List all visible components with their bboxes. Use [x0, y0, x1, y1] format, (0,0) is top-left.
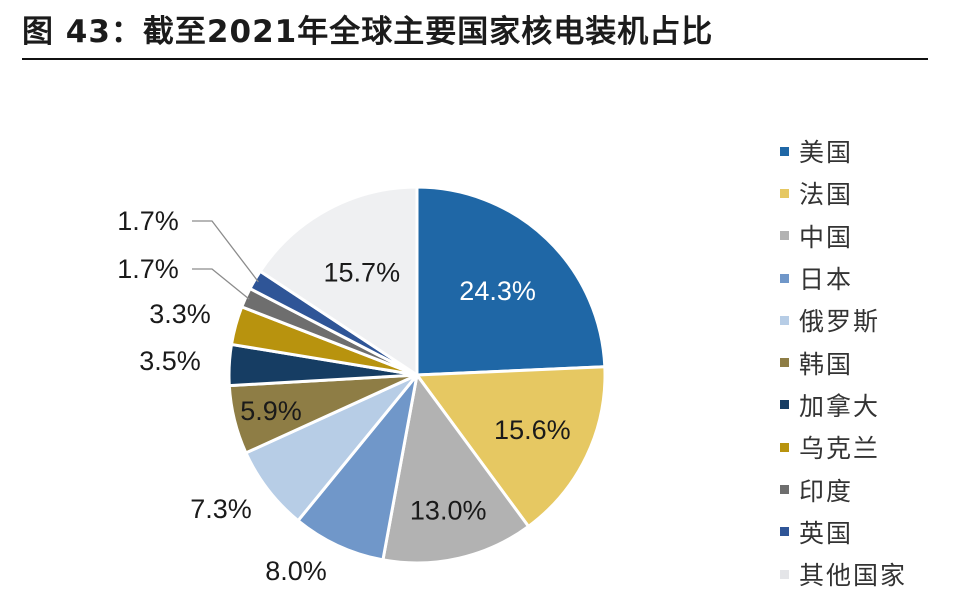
slice-label-11: 15.7% — [324, 257, 401, 287]
leader-line-9 — [192, 268, 250, 300]
pie-slice-4 — [296, 373, 419, 562]
legend-label: 法国 — [799, 180, 854, 210]
legend-label: 日本 — [799, 265, 854, 295]
slice-label-3: 13.0% — [410, 496, 487, 526]
legend-item-8: 乌克兰 — [780, 426, 950, 468]
pie-slice-11 — [258, 185, 419, 377]
legend-item-4: 日本 — [780, 257, 950, 299]
slice-label-7: 3.5% — [139, 346, 201, 376]
legend-swatch — [780, 442, 789, 452]
legend-item-5: 俄罗斯 — [780, 299, 950, 341]
slice-label-1: 24.3% — [459, 276, 536, 306]
legend-label: 加拿大 — [799, 391, 881, 421]
pie-slices — [227, 185, 607, 565]
legend-swatch — [780, 146, 789, 156]
legend-swatch — [780, 273, 789, 283]
slice-label-8: 3.3% — [149, 299, 211, 329]
legend-item-3: 中国 — [780, 215, 950, 257]
legend-label: 美国 — [799, 138, 854, 168]
legend-label: 英国 — [799, 518, 854, 548]
legend-item-2: 法国 — [780, 172, 950, 214]
legend-label: 其他国家 — [799, 561, 908, 591]
legend-label: 韩国 — [799, 349, 854, 379]
legend-label: 俄罗斯 — [799, 307, 881, 337]
legend-item-10: 英国 — [780, 511, 950, 553]
pie-slice-1 — [415, 185, 607, 377]
data-labels: 24.3% 15.6% 13.0% 8.0% 7.3% 5.9% 3.5% 3.3% 1.7% 1… — [117, 206, 570, 586]
legend-swatch — [780, 315, 789, 325]
slice-label-9: 1.7% — [117, 254, 179, 284]
pie-slice-2 — [415, 365, 607, 528]
legend: 美国法国中国日本俄罗斯韩国加拿大乌克兰印度英国其他国家 — [780, 130, 950, 595]
leader-line-10 — [192, 220, 259, 283]
legend-label: 乌克兰 — [799, 434, 881, 464]
chart-title: 图 43：截至2021年全球主要国家核电装机占比 — [22, 14, 714, 50]
legend-swatch — [780, 485, 789, 495]
pie-slice-3 — [381, 373, 530, 565]
legend-swatch — [780, 569, 789, 579]
legend-label: 印度 — [799, 476, 854, 506]
legend-swatch — [780, 527, 789, 537]
legend-swatch — [780, 400, 789, 410]
legend-item-7: 加拿大 — [780, 384, 950, 426]
legend-label: 中国 — [799, 222, 854, 252]
title-rule — [22, 58, 928, 60]
slice-label-5: 7.3% — [190, 494, 252, 524]
leader-lines — [192, 220, 259, 300]
legend-item-6: 韩国 — [780, 341, 950, 383]
legend-swatch — [780, 231, 789, 241]
legend-item-11: 其他国家 — [780, 553, 950, 595]
legend-item-1: 美国 — [780, 130, 950, 172]
slice-label-2: 15.6% — [494, 415, 571, 445]
legend-item-9: 印度 — [780, 468, 950, 510]
legend-swatch — [780, 358, 789, 368]
legend-swatch — [780, 188, 789, 198]
slice-label-4: 8.0% — [265, 556, 327, 586]
slice-label-6: 5.9% — [240, 396, 302, 426]
slice-label-10: 1.7% — [117, 206, 179, 236]
